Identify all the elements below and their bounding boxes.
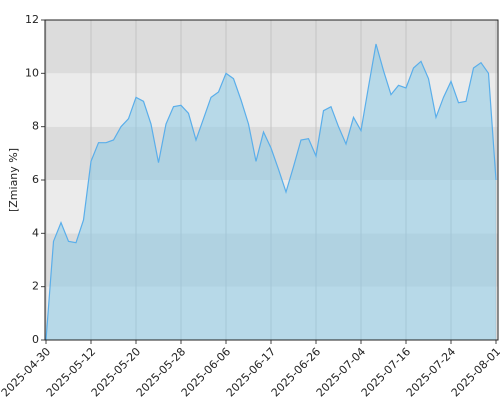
line — [45, 43, 497, 341]
y-tick-label: 12 — [25, 13, 39, 26]
y-tick-label: 6 — [32, 173, 39, 186]
plot-frame — [44, 19, 499, 341]
y-tick-label: 4 — [32, 226, 39, 239]
y-tick-label: 10 — [25, 66, 39, 79]
y-tick-label: 2 — [32, 280, 39, 293]
y-axis-label: [Zmiany %] — [7, 148, 20, 212]
area — [46, 44, 496, 340]
y-tick-label: 0 — [32, 333, 39, 346]
y-tick-label: 8 — [32, 120, 39, 133]
